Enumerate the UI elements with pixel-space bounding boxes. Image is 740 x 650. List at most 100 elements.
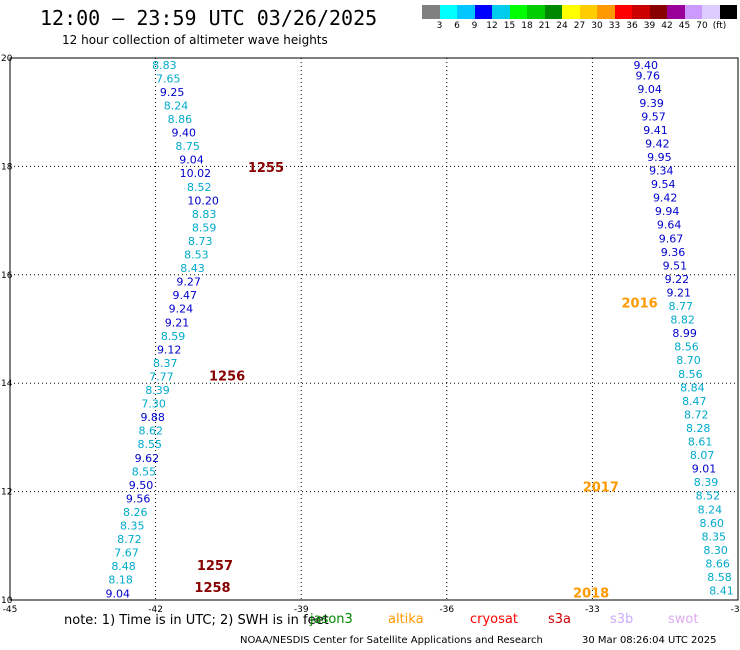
- wave-height-value: 8.75: [175, 140, 200, 153]
- wave-height-value: 9.36: [661, 246, 686, 259]
- wave-height-value: 10.20: [187, 194, 219, 207]
- color-scale-swatch: [632, 5, 650, 19]
- wave-height-value: 8.43: [180, 262, 205, 275]
- pass-time-label: 1258: [194, 581, 230, 596]
- wave-height-value: 8.35: [701, 530, 726, 543]
- legend-cryosat: cryosat: [470, 612, 518, 627]
- wave-height-value: 8.60: [700, 517, 725, 530]
- color-scale-label: 9: [471, 21, 478, 31]
- color-scale-label: 24: [556, 21, 568, 31]
- x-tick-label: -42: [148, 605, 163, 615]
- wave-height-value: 9.56: [126, 492, 151, 505]
- wave-height-value: 8.26: [123, 506, 148, 519]
- color-scale-label: 30: [591, 21, 603, 31]
- wave-height-value: 7.67: [114, 547, 139, 560]
- notes-text: note: 1) Time is in UTC; 2) SWH is in fe…: [64, 613, 329, 628]
- color-scale-swatch: [492, 5, 510, 19]
- plot-frame: [9, 57, 739, 601]
- color-scale-label: 70: [696, 21, 708, 31]
- color-scale-swatch: [614, 5, 632, 19]
- pass-time-label: 1256: [209, 369, 245, 384]
- color-scale-swatch: [544, 5, 562, 19]
- wave-height-value: 9.62: [135, 452, 160, 465]
- credit-timestamp: 30 Mar 08:26:04 UTC 2025: [582, 635, 717, 646]
- wave-height-value: 8.30: [703, 544, 728, 557]
- wave-height-value: 8.99: [672, 327, 697, 340]
- y-tick-label: 20: [1, 54, 13, 64]
- wave-height-value: 8.07: [690, 449, 715, 462]
- wave-height-value: 8.39: [694, 476, 719, 489]
- color-scale-swatch: [457, 5, 475, 19]
- color-scale-label: 15: [503, 21, 516, 31]
- color-scale-swatch: [579, 5, 597, 19]
- wave-height-value: 9.51: [663, 259, 688, 272]
- wave-height-value: 9.40: [634, 59, 659, 72]
- wave-height-value: 8.86: [168, 113, 193, 126]
- wave-height-value: 9.95: [647, 151, 672, 164]
- color-scale-label: 45: [678, 21, 691, 31]
- y-tick-label: 14: [1, 379, 13, 389]
- wave-height-value: 8.08: [711, 0, 736, 3]
- wave-height-value: 9.54: [651, 178, 676, 191]
- wave-height-value: 9.88: [140, 411, 165, 424]
- color-scale-swatch: [439, 5, 457, 19]
- wave-height-value: 9.34: [649, 165, 674, 178]
- color-scale-bar: [422, 5, 737, 19]
- pass-time-label: 2018: [573, 586, 609, 601]
- wave-height-value: 9.21: [667, 286, 692, 299]
- color-scale-swatch: [509, 5, 527, 19]
- color-scale-label: 42: [661, 21, 673, 31]
- wave-height-value: 8.37: [153, 357, 178, 370]
- y-tick-label: 10: [1, 596, 13, 606]
- x-tick-label: -39: [294, 605, 309, 615]
- pass-time-label: 1255: [248, 161, 284, 176]
- wave-height-value: 8.35: [120, 520, 145, 533]
- color-scale-swatch: [719, 5, 737, 19]
- wave-height-value: 9.76: [635, 70, 660, 83]
- wave-height-value: 8.41: [709, 585, 734, 598]
- color-scale-label: 18: [521, 21, 533, 31]
- wave-height-value: 9.47: [172, 289, 197, 302]
- x-tick-label: -45: [3, 605, 18, 615]
- color-scale-labels: 3 6 9 12 15 18 21 24 27 30 33 36 39 42 45 70 (ft): [422, 21, 740, 33]
- wave-height-value: 8.39: [145, 384, 170, 397]
- color-scale-label: 12: [486, 21, 498, 31]
- page-title: 12:00 – 23:59 UTC 03/26/2025: [40, 6, 378, 30]
- color-scale-swatch: [422, 5, 440, 19]
- wave-height-value: 8.56: [678, 368, 703, 381]
- wave-height-value: 7.30: [141, 398, 166, 411]
- wave-height-value: 8.56: [674, 341, 699, 354]
- wave-height-value: 8.72: [684, 408, 709, 421]
- wave-height-value: 9.04: [105, 587, 130, 600]
- credit-text: NOAA/NESDIS Center for Satellite Applica…: [240, 635, 543, 646]
- wave-height-value: 9.21: [165, 316, 190, 329]
- wave-height-value: 9.24: [169, 303, 194, 316]
- pass-time-label: 1257: [197, 559, 233, 574]
- wave-height-value: 9.67: [659, 232, 684, 245]
- wave-height-value: 9.42: [653, 192, 678, 205]
- wave-height-value: 7.77: [149, 370, 174, 383]
- wave-height-value: 8.52: [187, 181, 212, 194]
- wave-height-value: 8.83: [152, 59, 177, 72]
- color-scale-swatch: [667, 5, 685, 19]
- y-tick-label: 16: [1, 271, 13, 281]
- wave-height-value: 8.58: [707, 571, 732, 584]
- wave-height-value: 8.73: [188, 235, 213, 248]
- y-tick-label: 18: [1, 162, 13, 172]
- color-scale-swatch: [684, 5, 702, 19]
- wave-height-value: 9.41: [643, 124, 668, 137]
- wave-height-value: 8.83: [192, 208, 217, 221]
- wave-height-value: 9.22: [665, 273, 690, 286]
- color-scale-label: 36: [626, 21, 638, 31]
- color-scale-label: 6: [454, 21, 460, 31]
- x-tick-label: -30: [731, 605, 740, 615]
- wave-height-value: 8.18: [108, 574, 133, 587]
- wave-height-value: 8.77: [668, 300, 693, 313]
- color-scale-label: 27: [573, 21, 586, 31]
- wave-height-value: 9.50: [129, 479, 154, 492]
- color-scale-swatch: [649, 5, 667, 19]
- wave-height-value: 9.12: [157, 343, 182, 356]
- wave-height-value: 9.04: [637, 83, 662, 96]
- wave-height-value: 8.59: [161, 330, 186, 343]
- wave-height-value: 9.57: [641, 110, 666, 123]
